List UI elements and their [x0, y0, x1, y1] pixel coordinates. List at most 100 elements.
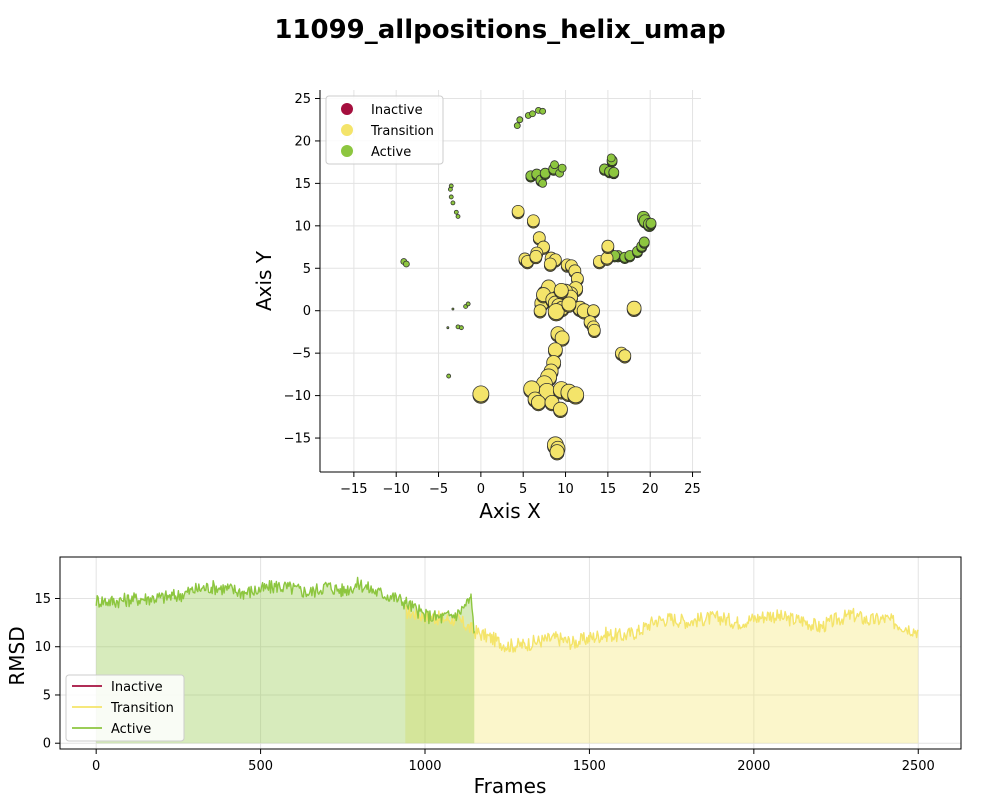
- scatter-point-active: [465, 301, 471, 307]
- rmsd-axes-frame: [59, 556, 962, 750]
- rmsd-legend-box: [65, 674, 185, 742]
- rmsd-x-tick-label: 2000: [737, 759, 770, 774]
- scatter-point-active: [455, 214, 461, 219]
- scatter-x-tick-label: 5: [519, 482, 527, 497]
- scatter-point-transition: [618, 349, 632, 363]
- rmsd-x-tick-label: 0: [92, 759, 100, 774]
- scatter-point-active: [453, 209, 459, 215]
- scatter-point-transition: [587, 323, 601, 337]
- scatter-point-active: [538, 178, 548, 188]
- scatter-point-active: [516, 116, 524, 124]
- scatter-point-active: [550, 160, 559, 170]
- legend-label-transition: Transition: [370, 124, 434, 139]
- scatter-point-active: [557, 163, 567, 173]
- scatter-point-active: [645, 217, 657, 229]
- figure-title: 11099_allpositions_helix_umap: [274, 15, 725, 45]
- scatter-y-tick-label: −5: [292, 347, 311, 362]
- scatter-point-active: [446, 326, 450, 330]
- scatter-y-tick-label: 20: [294, 134, 311, 149]
- legend-marker-active: [341, 145, 353, 157]
- legend-marker-transition: [341, 124, 353, 136]
- scatter-point-transition: [531, 394, 546, 410]
- scatter-point-active: [638, 236, 650, 248]
- rmsd-y-tick-label: 5: [43, 688, 51, 703]
- rmsd-y-tick-label: 10: [34, 640, 51, 655]
- scatter-legend: Inactive Transition Active: [325, 95, 444, 165]
- rmsd-legend-label-transition: Transition: [110, 701, 174, 716]
- scatter-point-transition: [549, 444, 565, 460]
- scatter-point-active: [606, 153, 616, 163]
- scatter-point-active: [448, 194, 454, 200]
- rmsd-line-transition: [405, 605, 919, 653]
- scatter-point-transition: [472, 385, 490, 403]
- rmsd-legend-label-active: Active: [111, 722, 151, 737]
- scatter-point-transition: [601, 239, 615, 253]
- scatter-x-tick-label: −10: [382, 482, 409, 497]
- rmsd-area-transition: [405, 606, 919, 744]
- rmsd-lines: [95, 576, 919, 653]
- scatter-y-tick-label: 10: [294, 219, 311, 234]
- scatter-point-transition: [553, 401, 568, 417]
- scatter-point-active: [539, 107, 547, 115]
- scatter-point-transition: [553, 282, 569, 298]
- rmsd-y-tick-label: 15: [34, 592, 51, 607]
- scatter-point-transition: [554, 330, 570, 346]
- scatter-point-active: [513, 122, 521, 130]
- scatter-y-tick-label: −10: [284, 389, 311, 404]
- rmsd-x-label: Frames: [474, 774, 547, 798]
- rmsd-line-plot: 0 500 1000 1500 2000 2500 0 5 10 15 Frames RMSD I…: [5, 556, 962, 798]
- scatter-point-active: [446, 373, 452, 379]
- scatter-point-active: [402, 260, 410, 268]
- scatter-point-active: [451, 307, 455, 311]
- scatter-point-transition: [547, 303, 565, 320]
- legend-label-inactive: Inactive: [371, 103, 423, 118]
- scatter-x-tick-label: 20: [642, 482, 659, 497]
- scatter-point-transition: [533, 304, 547, 318]
- legend-label-active: Active: [371, 145, 411, 160]
- scatter-y-tick-label: 5: [303, 262, 311, 277]
- scatter-points: [400, 106, 657, 461]
- scatter-point-transition: [511, 204, 525, 218]
- scatter-legend-box: [325, 95, 444, 165]
- rmsd-x-tick-label: 1500: [573, 759, 606, 774]
- scatter-point-active: [458, 325, 464, 331]
- scatter-x-tick-label: 15: [600, 482, 617, 497]
- scatter-point-transition: [547, 342, 563, 358]
- scatter-y-tick-label: −15: [284, 432, 311, 447]
- scatter-y-label: Axis Y: [252, 250, 276, 311]
- scatter-point-transition: [567, 386, 585, 404]
- scatter-x-tick-label: −15: [340, 482, 367, 497]
- scatter-x-tick-label: 25: [684, 482, 701, 497]
- scatter-y-tick-label: 0: [303, 304, 311, 319]
- scatter-point-transition: [587, 304, 600, 318]
- rmsd-legend-label-inactive: Inactive: [111, 680, 163, 695]
- scatter-x-tick-label: −5: [429, 482, 448, 497]
- rmsd-x-tick-label: 1000: [408, 759, 441, 774]
- umap-scatter-plot: −15 −10 −5 0 5 10 15 20 25 −15 −10 −5 0 5 10 15 20 25 Axi…: [252, 90, 701, 523]
- scatter-y-tick-label: 25: [294, 92, 311, 107]
- rmsd-fill-area: [96, 577, 919, 744]
- scatter-point-active: [529, 110, 536, 118]
- rmsd-area-active: [96, 577, 475, 744]
- scatter-point-transition: [529, 249, 543, 263]
- scatter-point-transition: [543, 257, 557, 271]
- rmsd-y-label: RMSD: [5, 626, 29, 685]
- rmsd-x-tick-label: 500: [248, 759, 273, 774]
- rmsd-ticks: 0 500 1000 1500 2000 2500 0 5 10 15: [34, 592, 934, 774]
- scatter-point-active: [608, 166, 620, 178]
- rmsd-line-active: [95, 576, 475, 634]
- scatter-point-active: [450, 200, 456, 206]
- rmsd-x-tick-label: 2500: [902, 759, 935, 774]
- scatter-x-tick-label: 0: [477, 482, 485, 497]
- scatter-point-transition: [626, 300, 642, 316]
- scatter-x-label: Axis X: [479, 499, 541, 523]
- scatter-ticks: −15 −10 −5 0 5 10 15 20 25 −15 −10 −5 0 5 10 15 20 25: [284, 92, 701, 497]
- scatter-point-active: [447, 186, 453, 192]
- scatter-x-tick-label: 10: [557, 482, 574, 497]
- rmsd-y-tick-label: 0: [43, 737, 51, 752]
- scatter-y-tick-label: 15: [294, 177, 311, 192]
- rmsd-legend: Inactive Transition Active: [65, 674, 185, 742]
- scatter-point-transition: [526, 214, 540, 228]
- scatter-point-transition: [561, 296, 577, 312]
